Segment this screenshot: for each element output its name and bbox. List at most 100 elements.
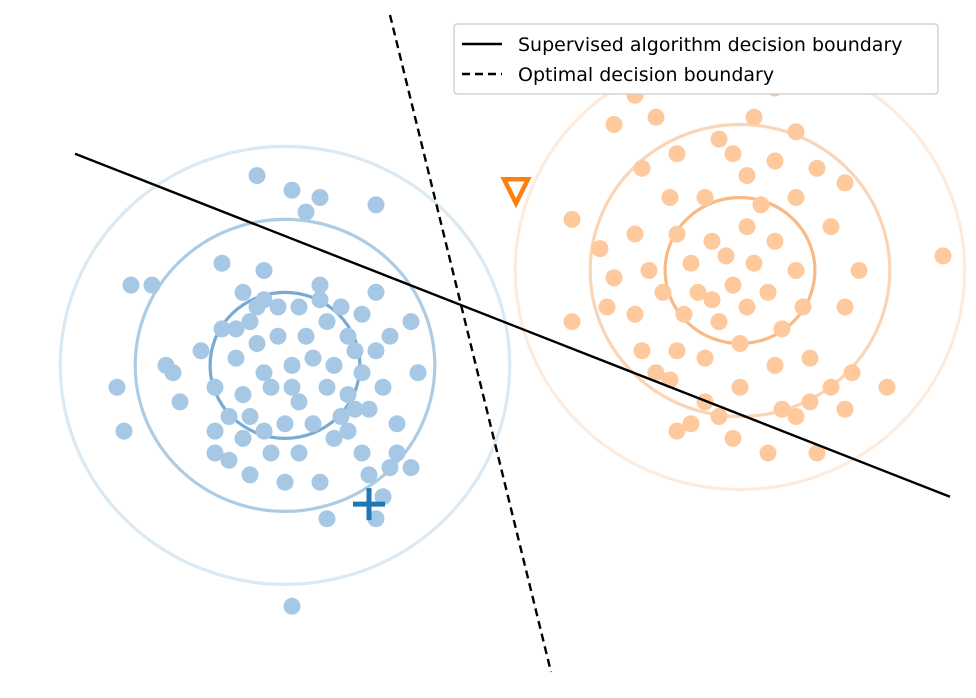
cluster-1-point [332,408,350,425]
cluster-2-point [822,378,840,396]
cluster-2-point [710,130,728,148]
cluster-2-point [731,378,749,396]
cluster-1-ring-2 [133,217,437,513]
cluster-2-ring-2 [588,122,892,419]
cluster-1-point [241,466,259,484]
cluster-1-point [332,298,350,316]
cluster-1-point [367,283,385,301]
cluster-1-point [353,444,371,462]
cluster-1-point [255,364,273,382]
cluster-1-point [290,393,308,411]
cluster-2-point [822,218,840,236]
cluster-1-point [388,444,406,462]
cluster-1-point [234,386,252,404]
optimal-boundary-line [388,14,553,673]
cluster-1-point [234,429,252,447]
cluster-1-point [269,327,287,345]
cluster-1-point [220,408,238,425]
cluster-2-point [745,254,763,272]
legend-label-optimal: Optimal decision boundary [518,64,774,86]
cluster-1-point [381,459,399,477]
cluster-1-point [402,459,420,477]
cluster-2-point [766,232,784,250]
cluster-2-point [682,415,700,433]
contour-rings [58,49,967,586]
cluster-1-point [262,378,280,396]
cluster-2-point [633,342,651,360]
cluster-2-point [773,400,791,418]
cluster-2-point [598,298,616,316]
cluster-2-point [640,262,658,279]
cluster-1-point [325,429,343,447]
cluster-1-point [283,356,301,374]
cluster-1-point [192,342,210,360]
cluster-2-point [682,254,700,272]
cluster-2-point [787,408,805,425]
cluster-1-point [206,444,224,462]
cluster-1-point [143,276,161,294]
cluster-2-ring-3 [513,49,967,492]
cluster-2-point [626,305,644,323]
scatter-points [108,43,952,615]
cluster-2-point [794,298,812,316]
cluster-2-point [724,276,742,294]
cluster-2-point [934,247,952,265]
cluster-2-point [626,225,644,243]
cluster-1-point [255,262,273,279]
legend-box [453,23,939,95]
legend-label-supervised: Supervised algorithm decision boundary [518,34,903,56]
cluster-2-point [647,364,665,382]
cluster-2-point [605,269,623,287]
cluster-1-point [339,327,357,345]
cluster-1-point [262,444,280,462]
triangle-down-marker [500,176,532,209]
cluster-2-point [801,393,819,411]
cluster-1-point [248,167,266,185]
cluster-1-point [122,276,140,294]
cluster-2-point [787,123,805,141]
cluster-1-point [108,378,126,396]
cluster-2-point [696,349,714,367]
cluster-1-point [311,473,329,491]
plus-marker [353,488,385,521]
cluster-1-point [311,291,329,309]
cluster-1-point [213,254,231,272]
cluster-2-point [766,356,784,374]
cluster-1-point [311,276,329,294]
cluster-2-point [647,108,665,126]
cluster-1-point [304,349,322,367]
cluster-2-point [773,320,791,338]
cluster-2-point [836,298,854,316]
cluster-1-point [241,408,259,425]
cluster-1-point [318,313,336,331]
cluster-2-point [703,232,721,250]
cluster-1-ring-3 [58,144,512,586]
cluster-1-point [234,283,252,301]
cluster-2-point [850,262,868,279]
cluster-2-point [668,422,686,440]
cluster-1-point [213,320,231,338]
cluster-1-point [171,393,189,411]
cluster-1-point [248,298,266,316]
cluster-1-point [409,364,427,382]
cluster-2-point [752,196,770,214]
cluster-2-point [675,305,693,323]
cluster-2-point [759,444,777,462]
cluster-1-point [339,386,357,404]
cluster-1-point [374,488,392,506]
cluster-2-point [787,262,805,279]
cluster-2-point [878,378,896,396]
cluster-2-point [836,400,854,418]
cluster-1-point [269,298,287,316]
cluster-2-point [738,167,756,185]
cluster-2-point [710,408,728,425]
cluster-1-point [276,415,294,433]
cluster-1-point [353,364,371,382]
cluster-2-point [808,444,826,462]
cluster-2-point [563,210,581,228]
cluster-1-point [360,400,378,418]
cluster-1-point [164,364,182,382]
supervised-boundary-line [74,152,951,498]
cluster-2-point [605,116,623,133]
cluster-2-point [801,349,819,367]
